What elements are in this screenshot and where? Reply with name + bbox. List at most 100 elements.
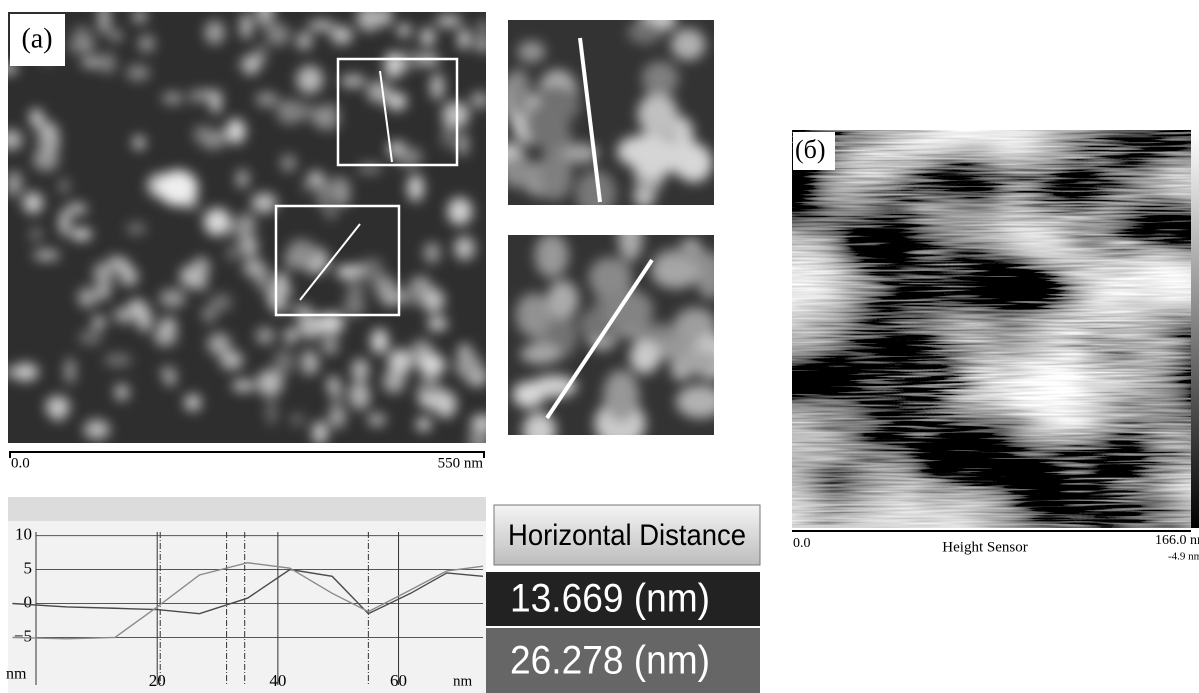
chart-header xyxy=(8,497,486,521)
grain xyxy=(397,24,411,38)
grain xyxy=(696,251,724,299)
grain xyxy=(281,155,297,172)
grain xyxy=(193,257,210,277)
grain xyxy=(455,353,482,379)
grain xyxy=(255,13,275,23)
grain xyxy=(535,233,569,277)
grain xyxy=(243,258,265,277)
afm-image-b xyxy=(792,130,1191,528)
grain xyxy=(255,92,278,107)
grain xyxy=(343,296,365,316)
grain xyxy=(642,61,679,96)
grain xyxy=(239,59,250,70)
grain xyxy=(618,213,642,261)
y-tick-label: 10 xyxy=(15,524,32,543)
grain xyxy=(525,101,567,148)
panel-label: (б) xyxy=(795,135,826,164)
grain xyxy=(30,109,43,126)
grain xyxy=(158,170,198,206)
grain xyxy=(296,32,312,51)
grain xyxy=(336,266,360,279)
grain xyxy=(352,358,369,382)
grain xyxy=(375,277,397,302)
grain xyxy=(547,280,579,318)
grain xyxy=(159,289,186,308)
grain xyxy=(65,358,75,384)
grain xyxy=(418,353,445,376)
grain xyxy=(436,14,462,27)
grain xyxy=(428,317,448,331)
grain xyxy=(256,44,266,68)
grain xyxy=(5,171,23,195)
grain xyxy=(474,37,491,53)
grain xyxy=(407,174,423,202)
grain xyxy=(137,306,153,332)
grain xyxy=(256,327,275,344)
grain xyxy=(674,350,721,375)
x-tick-label: 20 xyxy=(149,671,166,690)
grain xyxy=(100,52,116,73)
grain xyxy=(447,197,472,225)
grain xyxy=(33,250,60,260)
grain xyxy=(267,398,277,425)
grain xyxy=(326,207,336,219)
grain xyxy=(478,20,490,36)
grain xyxy=(441,125,455,148)
grain xyxy=(371,329,389,354)
grain xyxy=(676,385,724,418)
grain xyxy=(204,208,231,236)
grain xyxy=(302,180,320,192)
grain xyxy=(101,279,113,294)
grain xyxy=(422,288,444,313)
grain xyxy=(67,41,79,53)
y-tick-label: 5 xyxy=(24,558,33,577)
grain xyxy=(232,380,254,392)
color-min: -4.9 nm xyxy=(1168,551,1199,563)
x-tick-label: 60 xyxy=(390,671,407,690)
measure-value: 13.669 (nm) xyxy=(510,577,710,621)
grain xyxy=(196,275,207,290)
scale-bar xyxy=(10,452,484,458)
grain xyxy=(290,413,303,425)
grain xyxy=(190,89,200,103)
grain xyxy=(122,267,138,286)
grain xyxy=(380,6,392,27)
y-tick-label: −5 xyxy=(14,626,32,645)
grain xyxy=(99,3,110,25)
grain xyxy=(104,354,132,367)
grain xyxy=(518,41,546,63)
grain xyxy=(513,381,545,408)
grain xyxy=(38,135,55,151)
grain xyxy=(84,420,110,440)
color-bar xyxy=(1191,130,1199,528)
grain xyxy=(23,192,43,213)
grain xyxy=(603,370,639,421)
grain xyxy=(350,382,370,409)
grain xyxy=(420,27,435,47)
grain xyxy=(418,377,440,396)
grain xyxy=(424,242,440,263)
grain xyxy=(671,29,705,61)
grain xyxy=(0,130,23,150)
grain xyxy=(132,11,146,22)
grain xyxy=(434,391,456,418)
grain xyxy=(312,421,328,444)
grain xyxy=(273,349,294,374)
grain xyxy=(383,370,405,393)
scale-end: 166.0 nm xyxy=(1155,533,1199,548)
grain xyxy=(442,102,469,129)
grain xyxy=(367,81,392,103)
grain xyxy=(472,93,482,107)
grain xyxy=(30,227,42,241)
grain xyxy=(184,394,201,411)
grain xyxy=(331,26,353,44)
grain xyxy=(60,210,70,236)
grain xyxy=(631,136,677,178)
grain xyxy=(232,221,242,241)
y-axis-label: nm xyxy=(6,666,27,683)
grain xyxy=(384,52,403,79)
grain xyxy=(630,340,660,373)
y-tick-label: 0 xyxy=(24,592,33,611)
grain xyxy=(302,349,316,375)
grain xyxy=(67,203,88,215)
